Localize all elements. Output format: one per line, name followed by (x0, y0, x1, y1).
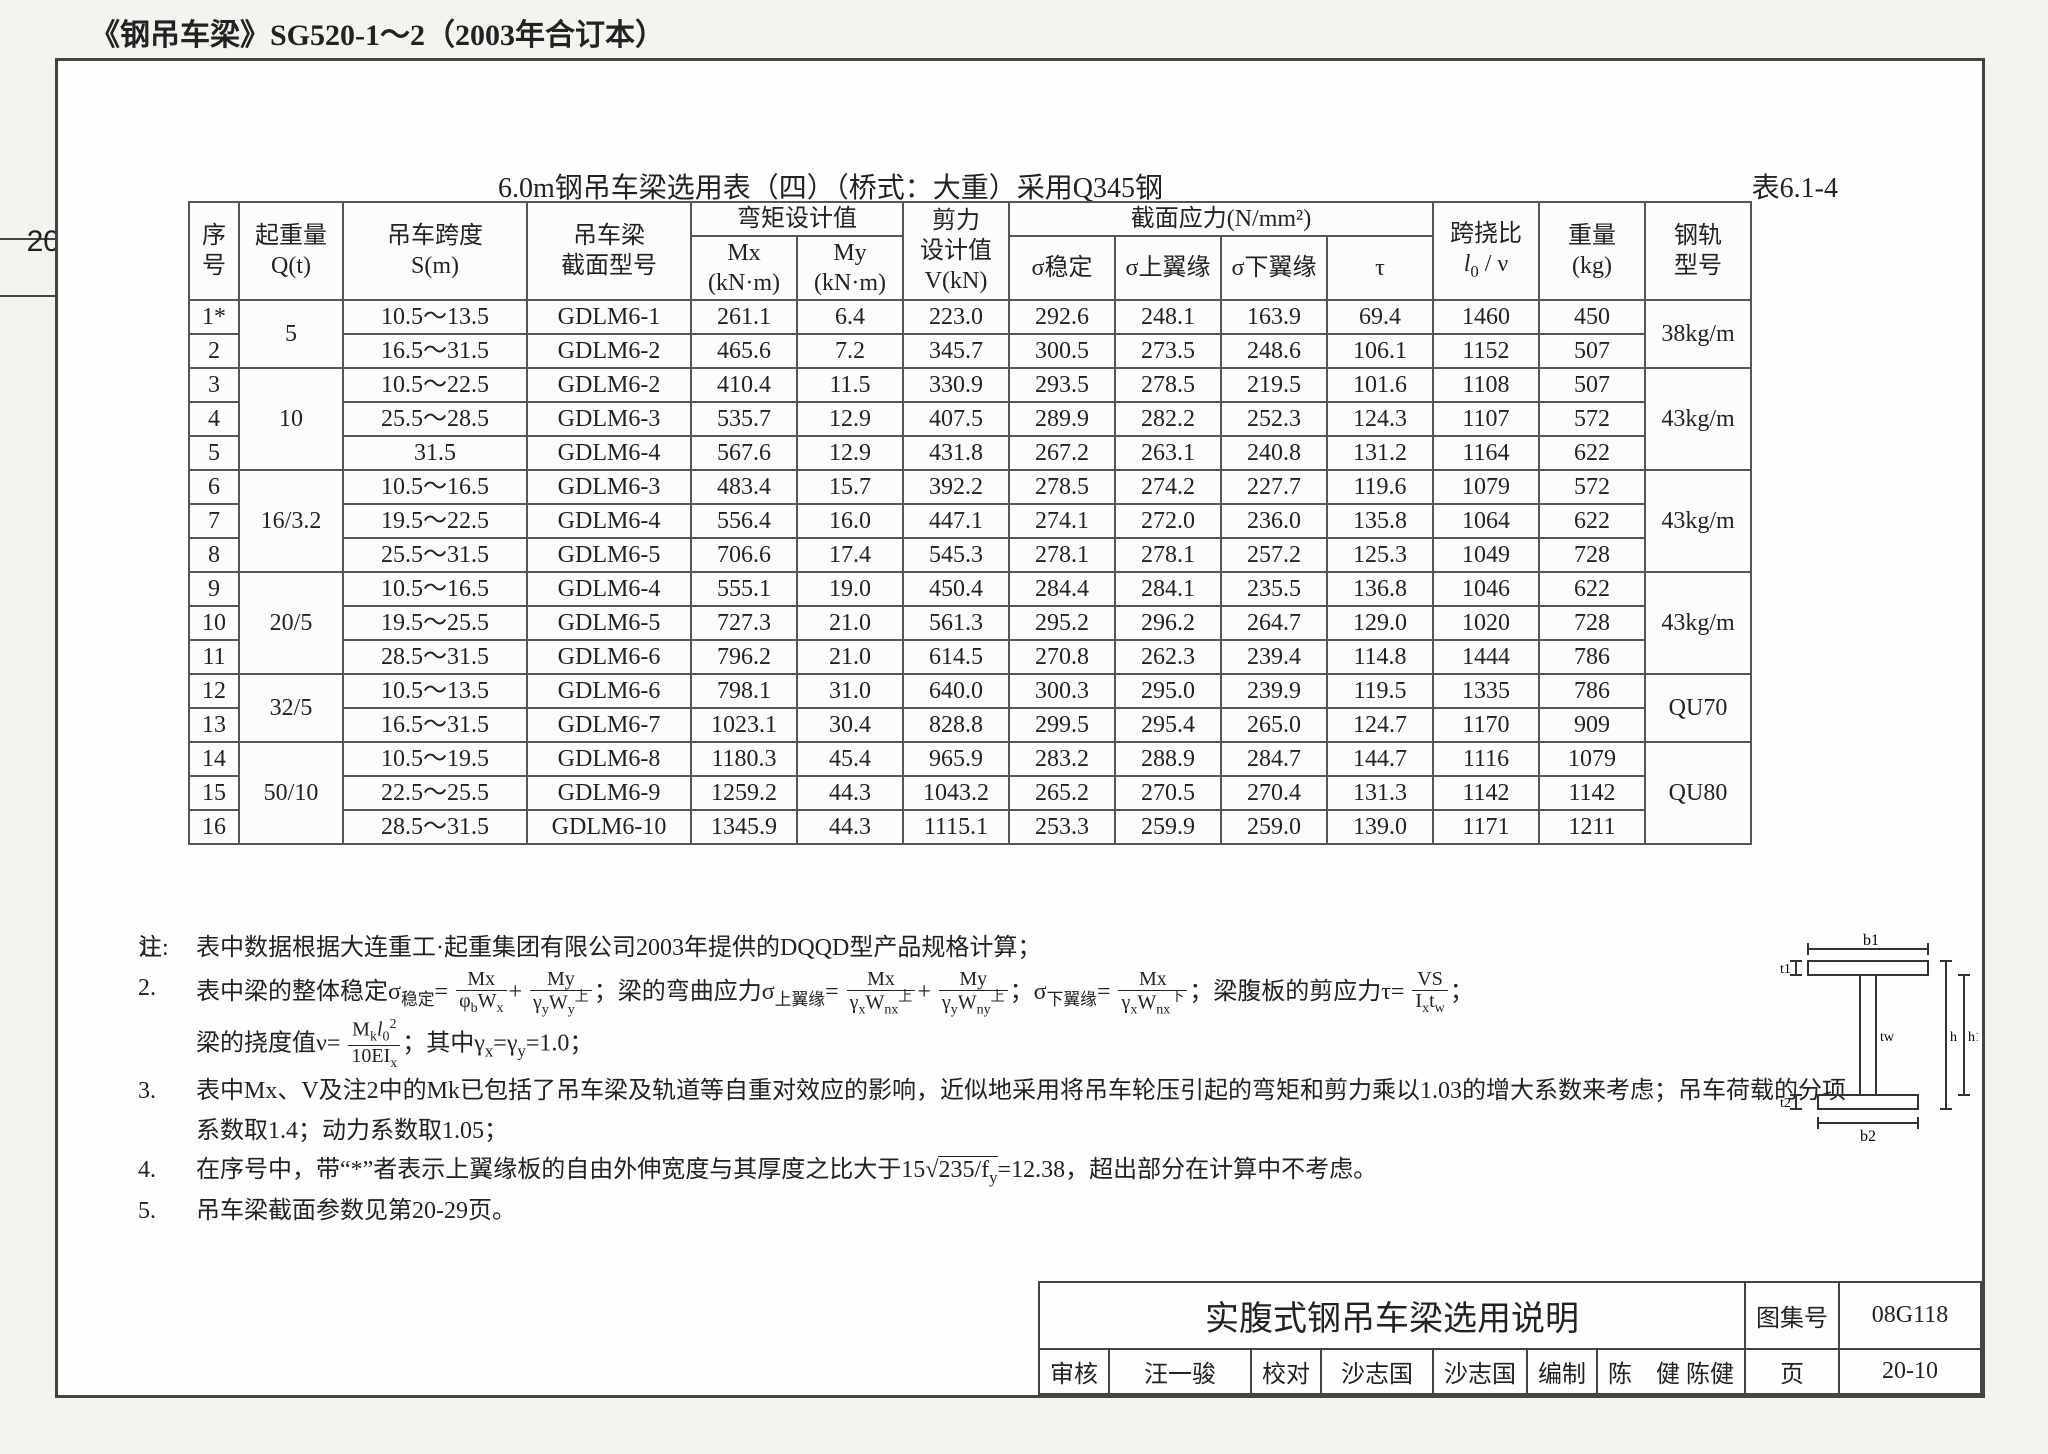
title-block-main: 实腹式钢吊车梁选用说明 (1039, 1282, 1745, 1349)
caption-text: 6.0m钢吊车梁选用表（四）（桥式：大重）采用Q345钢 (498, 173, 1163, 204)
table-row: 825.5～31.5GDLM6-5706.617.4545.3278.1278.… (189, 538, 1751, 572)
note-3: 表中Mx、V及注2中的Mk已包括了吊车梁及轨道等自重对效应的影响，近似地采用将吊… (196, 1078, 1846, 1144)
svg-text:t1: t1 (1780, 962, 1791, 977)
check-name: 沙志国 (1321, 1349, 1433, 1394)
page-label: 页 (1745, 1349, 1839, 1394)
check-sign: 沙志国 (1433, 1349, 1527, 1394)
drawing-frame: 6.0m钢吊车梁选用表（四）（桥式：大重）采用Q345钢 表6.1-4 序号起重… (55, 58, 1985, 1398)
table-caption: 6.0m钢吊车梁选用表（四）（桥式：大重）采用Q345钢 表6.1-4 (498, 166, 1898, 206)
table-row: 1128.5～31.5GDLM6-6796.221.0614.5270.8262… (189, 640, 1751, 674)
caption-number: 表6.1-4 (1752, 166, 1838, 206)
note-4: 4.在序号中，带“*”者表示上翼缘板的自由外伸宽度与其厚度之比大于15√235/… (138, 1151, 1858, 1192)
table-row: 1232/510.5～13.5GDLM6-6798.131.0640.0300.… (189, 674, 1751, 708)
check-label: 校对 (1251, 1349, 1321, 1394)
table-row: 920/510.5～16.5GDLM6-4555.119.0450.4284.4… (189, 572, 1751, 606)
svg-text:h: h (1950, 1030, 1957, 1045)
table-row: 1628.5～31.5GDLM6-101345.944.31115.1253.3… (189, 810, 1751, 844)
note-1: 表中数据根据大连重工·起重集团有限公司2003年提供的DQQD型产品规格计算； (196, 935, 1041, 961)
document-title: 《钢吊车梁》SG520-1～2（2003年合订本） (90, 10, 665, 54)
draw-sign: 陈健 (1686, 1362, 1734, 1388)
draw-name: 陈 健 (1608, 1362, 1680, 1388)
note-5: 吊车梁截面参数见第20-29页。 (196, 1198, 516, 1224)
svg-text:b1: b1 (1863, 932, 1879, 949)
review-sign: 汪一骏 (1109, 1349, 1251, 1394)
svg-text:t2: t2 (1780, 1096, 1791, 1111)
table-row: 1*510.5～13.5GDLM6-1261.16.4223.0292.6248… (189, 300, 1751, 334)
atlas-label: 图集号 (1745, 1282, 1839, 1349)
table-row: 531.5GDLM6-4567.612.9431.8267.2263.1240.… (189, 436, 1751, 470)
table-row: 216.5～31.5GDLM6-2465.67.2345.7300.5273.5… (189, 334, 1751, 368)
draw-label: 编制 (1527, 1349, 1597, 1394)
table-row: 1522.5～25.5GDLM6-91259.244.31043.2265.22… (189, 776, 1751, 810)
title-block: 实腹式钢吊车梁选用说明 图集号 08G118 审核 汪一骏 校对 沙志国 沙志国… (1038, 1281, 1982, 1395)
selection-table: 序号起重量Q(t)吊车跨度S(m)吊车梁截面型号弯矩设计值剪力设计值V(kN)截… (188, 201, 1752, 845)
svg-text:tw: tw (1880, 1030, 1895, 1045)
table-row: 31010.5～22.5GDLM6-2410.411.5330.9293.527… (189, 368, 1751, 402)
svg-text:b2: b2 (1860, 1128, 1876, 1145)
review-label: 审核 (1039, 1349, 1109, 1394)
page-value: 20-10 (1839, 1349, 1981, 1394)
note-2: 2.表中梁的整体稳定σ稳定= MxφbWx+ MyγyWy上；梁的弯曲应力σ上翼… (138, 969, 1858, 1018)
svg-text:h1: h1 (1968, 1030, 1978, 1045)
atlas-value: 08G118 (1839, 1282, 1981, 1349)
table-row: 1450/1010.5～19.5GDLM6-81180.345.4965.928… (189, 742, 1751, 776)
page-side-label: 20 (5, 225, 60, 259)
table-row: 1019.5～25.5GDLM6-5727.321.0561.3295.2296… (189, 606, 1751, 640)
note-2b: 梁的挠度值ν= Mkl0210EIx；其中γx=γy=1.0； (138, 1018, 1858, 1072)
table-row: 425.5～28.5GDLM6-3535.712.9407.5289.9282.… (189, 402, 1751, 436)
notes-block: 注:1.表中数据根据大连重工·起重集团有限公司2003年提供的DQQD型产品规格… (138, 929, 1858, 1231)
table-row: 719.5～22.5GDLM6-4556.416.0447.1274.1272.… (189, 504, 1751, 538)
table-row: 616/3.210.5～16.5GDLM6-3483.415.7392.2278… (189, 470, 1751, 504)
section-diagram: b1 b2 t1 t2 tw h1 h (1778, 931, 1978, 1151)
page-rule-bottom (0, 295, 55, 297)
table-row: 1316.5～31.5GDLM6-71023.130.4828.8299.529… (189, 708, 1751, 742)
